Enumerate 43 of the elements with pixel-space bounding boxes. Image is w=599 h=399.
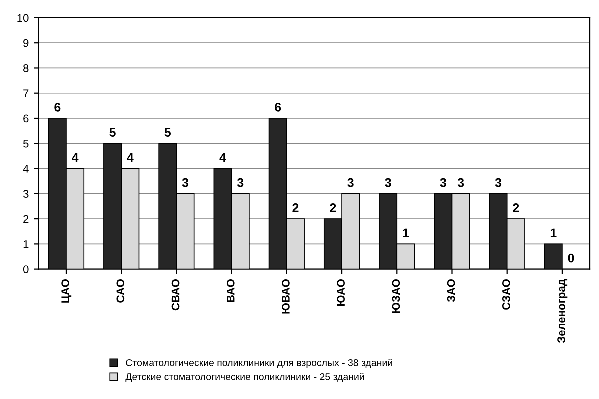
x-tick-label: ВАО [226,280,235,302]
y-tick-label: 9 [24,39,29,48]
y-tick-label: 3 [23,190,29,198]
data-label: 4 [72,153,79,162]
data-label: 0 [568,254,574,263]
data-label: 5 [110,128,116,138]
data-label: 1 [550,228,557,238]
x-tick-label: ЮВАО [282,280,290,314]
data-label: 3 [458,178,464,188]
data-label: 5 [164,128,172,138]
data-label: 6 [275,103,282,112]
y-tick-label: 2 [24,215,29,224]
x-tick-label: Зеленоград [558,279,568,344]
data-label: 3 [348,178,354,188]
x-tick-label: СВАО [172,280,180,311]
x-tick-label: ЦАО [62,280,72,303]
y-tick-label: 10 [18,14,29,22]
y-tick-label: 6 [24,114,29,123]
data-label: 2 [513,204,520,212]
data-label: 2 [292,204,299,212]
x-tick-label: САО [116,280,125,303]
data-label: 3 [237,178,244,188]
data-label: 6 [54,103,61,112]
data-label: 2 [330,204,336,212]
legend-label: Стоматологические поликлиники для взрослых - 38 зданий [126,359,392,368]
data-label: 3 [385,178,392,188]
data-label: 3 [182,178,189,188]
y-tick-label: 5 [23,140,29,148]
data-label: 1 [403,228,410,238]
data-label: 3 [440,178,446,188]
x-tick-label: ЮЗАО [392,280,400,314]
y-tick-label: 0 [23,266,29,274]
x-tick-label: СЗАО [502,280,510,310]
y-tick-label: 1 [24,240,29,248]
x-tick-label: ЗАО [447,280,456,302]
data-label: 4 [220,153,226,162]
data-label: 4 [127,153,134,162]
y-tick-label: 8 [24,64,29,72]
data-label: 3 [495,178,502,188]
legend-label: Детские стоматологические поликлиники - 25 зданий [126,373,364,382]
x-tick-label: ЮАО [337,280,346,306]
y-tick-label: 7 [24,90,29,98]
y-tick-label: 4 [23,165,29,173]
